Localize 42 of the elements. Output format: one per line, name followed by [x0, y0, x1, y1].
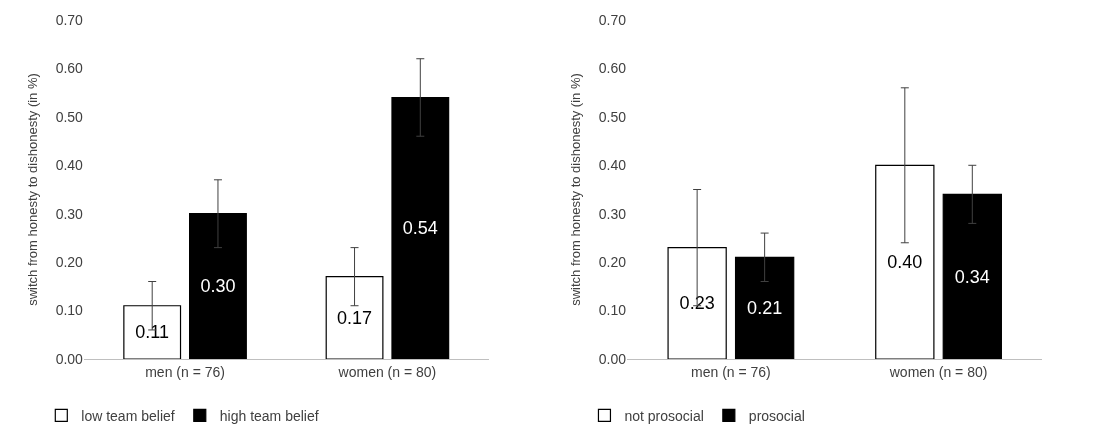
legend-label: not prosocial — [624, 407, 704, 424]
y-tick-label: 0.60 — [598, 60, 627, 77]
data-label: 0.34 — [954, 266, 990, 287]
data-label: 0.54 — [402, 218, 438, 239]
bar — [189, 213, 247, 359]
bar — [667, 247, 727, 359]
bar — [325, 276, 384, 359]
y-tick-label: 0.00 — [598, 350, 627, 367]
legend-label: low team belief — [81, 407, 175, 424]
bar — [942, 193, 1002, 359]
data-label: 0.21 — [747, 298, 783, 319]
y-tick-label: 0.30 — [598, 205, 627, 222]
x-tick-label: men (n = 76) — [145, 363, 225, 380]
legend-label: prosocial — [748, 407, 805, 424]
y-axis-title: switch from honesty to dishonesty (in %) — [24, 73, 40, 306]
y-tick-label: 0.10 — [598, 302, 627, 319]
y-axis-title: switch from honesty to dishonesty (in %) — [567, 73, 583, 306]
y-tick-label: 0.20 — [55, 254, 84, 271]
y-tick-label: 0.50 — [55, 108, 84, 125]
x-tick-label: women (n = 80) — [337, 363, 437, 380]
data-label: 0.40 — [887, 252, 923, 273]
y-tick-label: 0.00 — [55, 350, 84, 367]
bar — [734, 256, 795, 359]
y-tick-label: 0.60 — [55, 60, 84, 77]
bar — [875, 164, 935, 359]
x-tick-label: men (n = 76) — [691, 363, 771, 380]
data-label: 0.11 — [135, 322, 170, 343]
y-tick-label: 0.70 — [55, 11, 84, 28]
y-tick-label: 0.30 — [55, 205, 84, 222]
x-tick-label: women (n = 80) — [888, 363, 988, 380]
y-tick-label: 0.70 — [598, 11, 627, 28]
bar — [123, 305, 182, 359]
bar — [391, 96, 450, 359]
y-tick-label: 0.50 — [598, 108, 627, 125]
data-label: 0.23 — [679, 293, 715, 314]
data-label: 0.30 — [200, 276, 236, 297]
y-tick-label: 0.10 — [55, 302, 84, 319]
data-label: 0.17 — [337, 307, 373, 328]
y-tick-label: 0.20 — [598, 254, 627, 271]
y-tick-label: 0.40 — [598, 157, 627, 174]
y-tick-label: 0.40 — [55, 157, 84, 174]
legend-label: high team belief — [219, 407, 319, 424]
